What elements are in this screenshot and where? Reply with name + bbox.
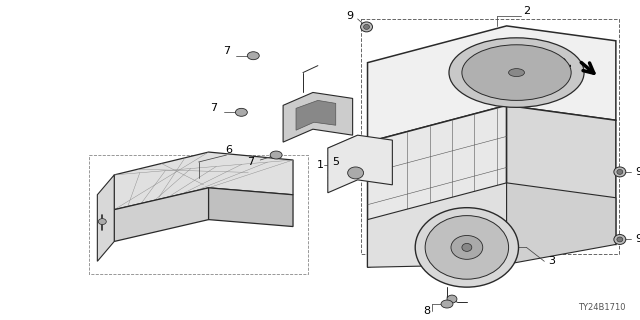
Polygon shape — [328, 135, 392, 193]
Ellipse shape — [270, 151, 282, 159]
Polygon shape — [507, 183, 616, 264]
Ellipse shape — [462, 244, 472, 252]
Polygon shape — [283, 92, 353, 142]
Ellipse shape — [415, 208, 518, 287]
Polygon shape — [507, 105, 616, 244]
Ellipse shape — [617, 237, 623, 242]
Text: 5: 5 — [332, 157, 339, 167]
Text: 9: 9 — [635, 167, 640, 177]
Ellipse shape — [449, 38, 584, 107]
Ellipse shape — [447, 295, 457, 303]
Polygon shape — [367, 26, 616, 142]
Text: TY24B1710: TY24B1710 — [579, 303, 626, 312]
Text: 7: 7 — [210, 103, 217, 113]
Text: 1: 1 — [316, 160, 323, 170]
Ellipse shape — [451, 236, 483, 259]
Polygon shape — [367, 105, 507, 267]
Ellipse shape — [425, 216, 509, 279]
Ellipse shape — [509, 68, 524, 76]
Text: FR.: FR. — [550, 57, 573, 70]
Ellipse shape — [617, 169, 623, 174]
Text: 7: 7 — [247, 157, 254, 167]
Ellipse shape — [348, 167, 364, 179]
Polygon shape — [114, 188, 209, 242]
Ellipse shape — [360, 22, 372, 32]
Text: 9: 9 — [346, 11, 353, 21]
Text: 3: 3 — [548, 256, 555, 266]
Text: 2: 2 — [523, 6, 530, 16]
Polygon shape — [367, 183, 507, 267]
Ellipse shape — [236, 108, 247, 116]
Ellipse shape — [441, 300, 453, 308]
Text: 8: 8 — [424, 306, 431, 316]
Ellipse shape — [614, 167, 626, 177]
Polygon shape — [296, 100, 336, 130]
Ellipse shape — [99, 219, 106, 225]
Ellipse shape — [364, 24, 369, 29]
Polygon shape — [114, 152, 293, 210]
Polygon shape — [209, 188, 293, 227]
Text: 9: 9 — [635, 235, 640, 244]
Text: 7: 7 — [223, 46, 230, 56]
Text: 4: 4 — [291, 108, 298, 118]
Text: 6: 6 — [225, 145, 232, 155]
Polygon shape — [97, 175, 114, 261]
Ellipse shape — [614, 235, 626, 244]
Ellipse shape — [247, 52, 259, 60]
Ellipse shape — [462, 45, 571, 100]
